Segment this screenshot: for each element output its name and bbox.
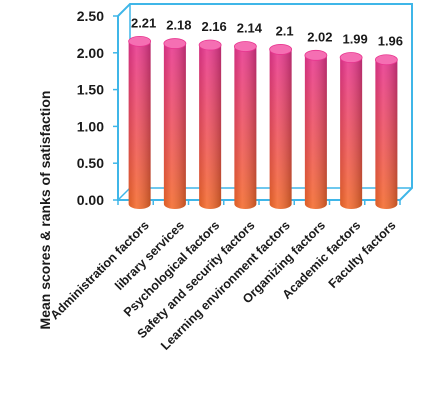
bar — [269, 44, 293, 209]
y-axis-label: Mean scores & ranks of satisfaction — [37, 91, 53, 330]
bar-shading — [128, 41, 151, 210]
y-axis-ticks: 0.00 0.50 1.00 1.50 2.00 2.50 — [77, 8, 118, 208]
data-label: 1.96 — [378, 34, 403, 49]
bar — [163, 38, 187, 209]
bar-cap — [128, 35, 152, 47]
bar-cap — [339, 52, 363, 63]
y-tick-label: 2.00 — [77, 45, 104, 61]
bar — [233, 41, 257, 209]
bar — [339, 52, 363, 210]
bar-cap — [374, 54, 398, 66]
bar-cap — [233, 41, 257, 52]
data-label: 2.21 — [131, 15, 156, 30]
data-label: 2.18 — [166, 18, 191, 33]
bar — [304, 49, 328, 209]
data-label: 2.16 — [201, 19, 226, 34]
y-tick-label: 2.50 — [77, 8, 104, 24]
data-label: 2.1 — [276, 23, 294, 38]
bar-cap — [269, 44, 293, 55]
bar-shading — [304, 55, 327, 209]
bar — [198, 39, 222, 209]
bar-shading — [269, 49, 292, 209]
bar-cap — [304, 49, 328, 61]
bar — [128, 35, 152, 210]
y-tick-label: 1.50 — [77, 82, 104, 98]
back-wall-frame — [117, 3, 413, 201]
y-tick-label: 1.00 — [77, 118, 104, 134]
chart-frame — [117, 3, 413, 205]
depth-edge — [117, 187, 131, 201]
data-labels: 2.21 2.18 2.16 2.14 2.1 2.02 1.99 1.96 — [131, 15, 403, 48]
bar-shading — [199, 45, 222, 209]
bar-shading — [375, 59, 398, 209]
y-tick-label: 0.50 — [77, 155, 104, 171]
data-label: 2.02 — [307, 29, 332, 44]
bar-cap — [163, 38, 187, 49]
y-tick-label: 0.00 — [77, 192, 104, 208]
bar-shading — [163, 43, 186, 209]
bar-shading — [340, 57, 363, 210]
x-category-label: Learning environment factors — [158, 218, 293, 353]
data-label: 2.14 — [237, 20, 263, 35]
data-label: 1.99 — [342, 32, 367, 47]
bars — [128, 35, 398, 210]
bar-shading — [234, 46, 257, 209]
bar-cap — [198, 39, 222, 51]
bar — [374, 54, 398, 209]
